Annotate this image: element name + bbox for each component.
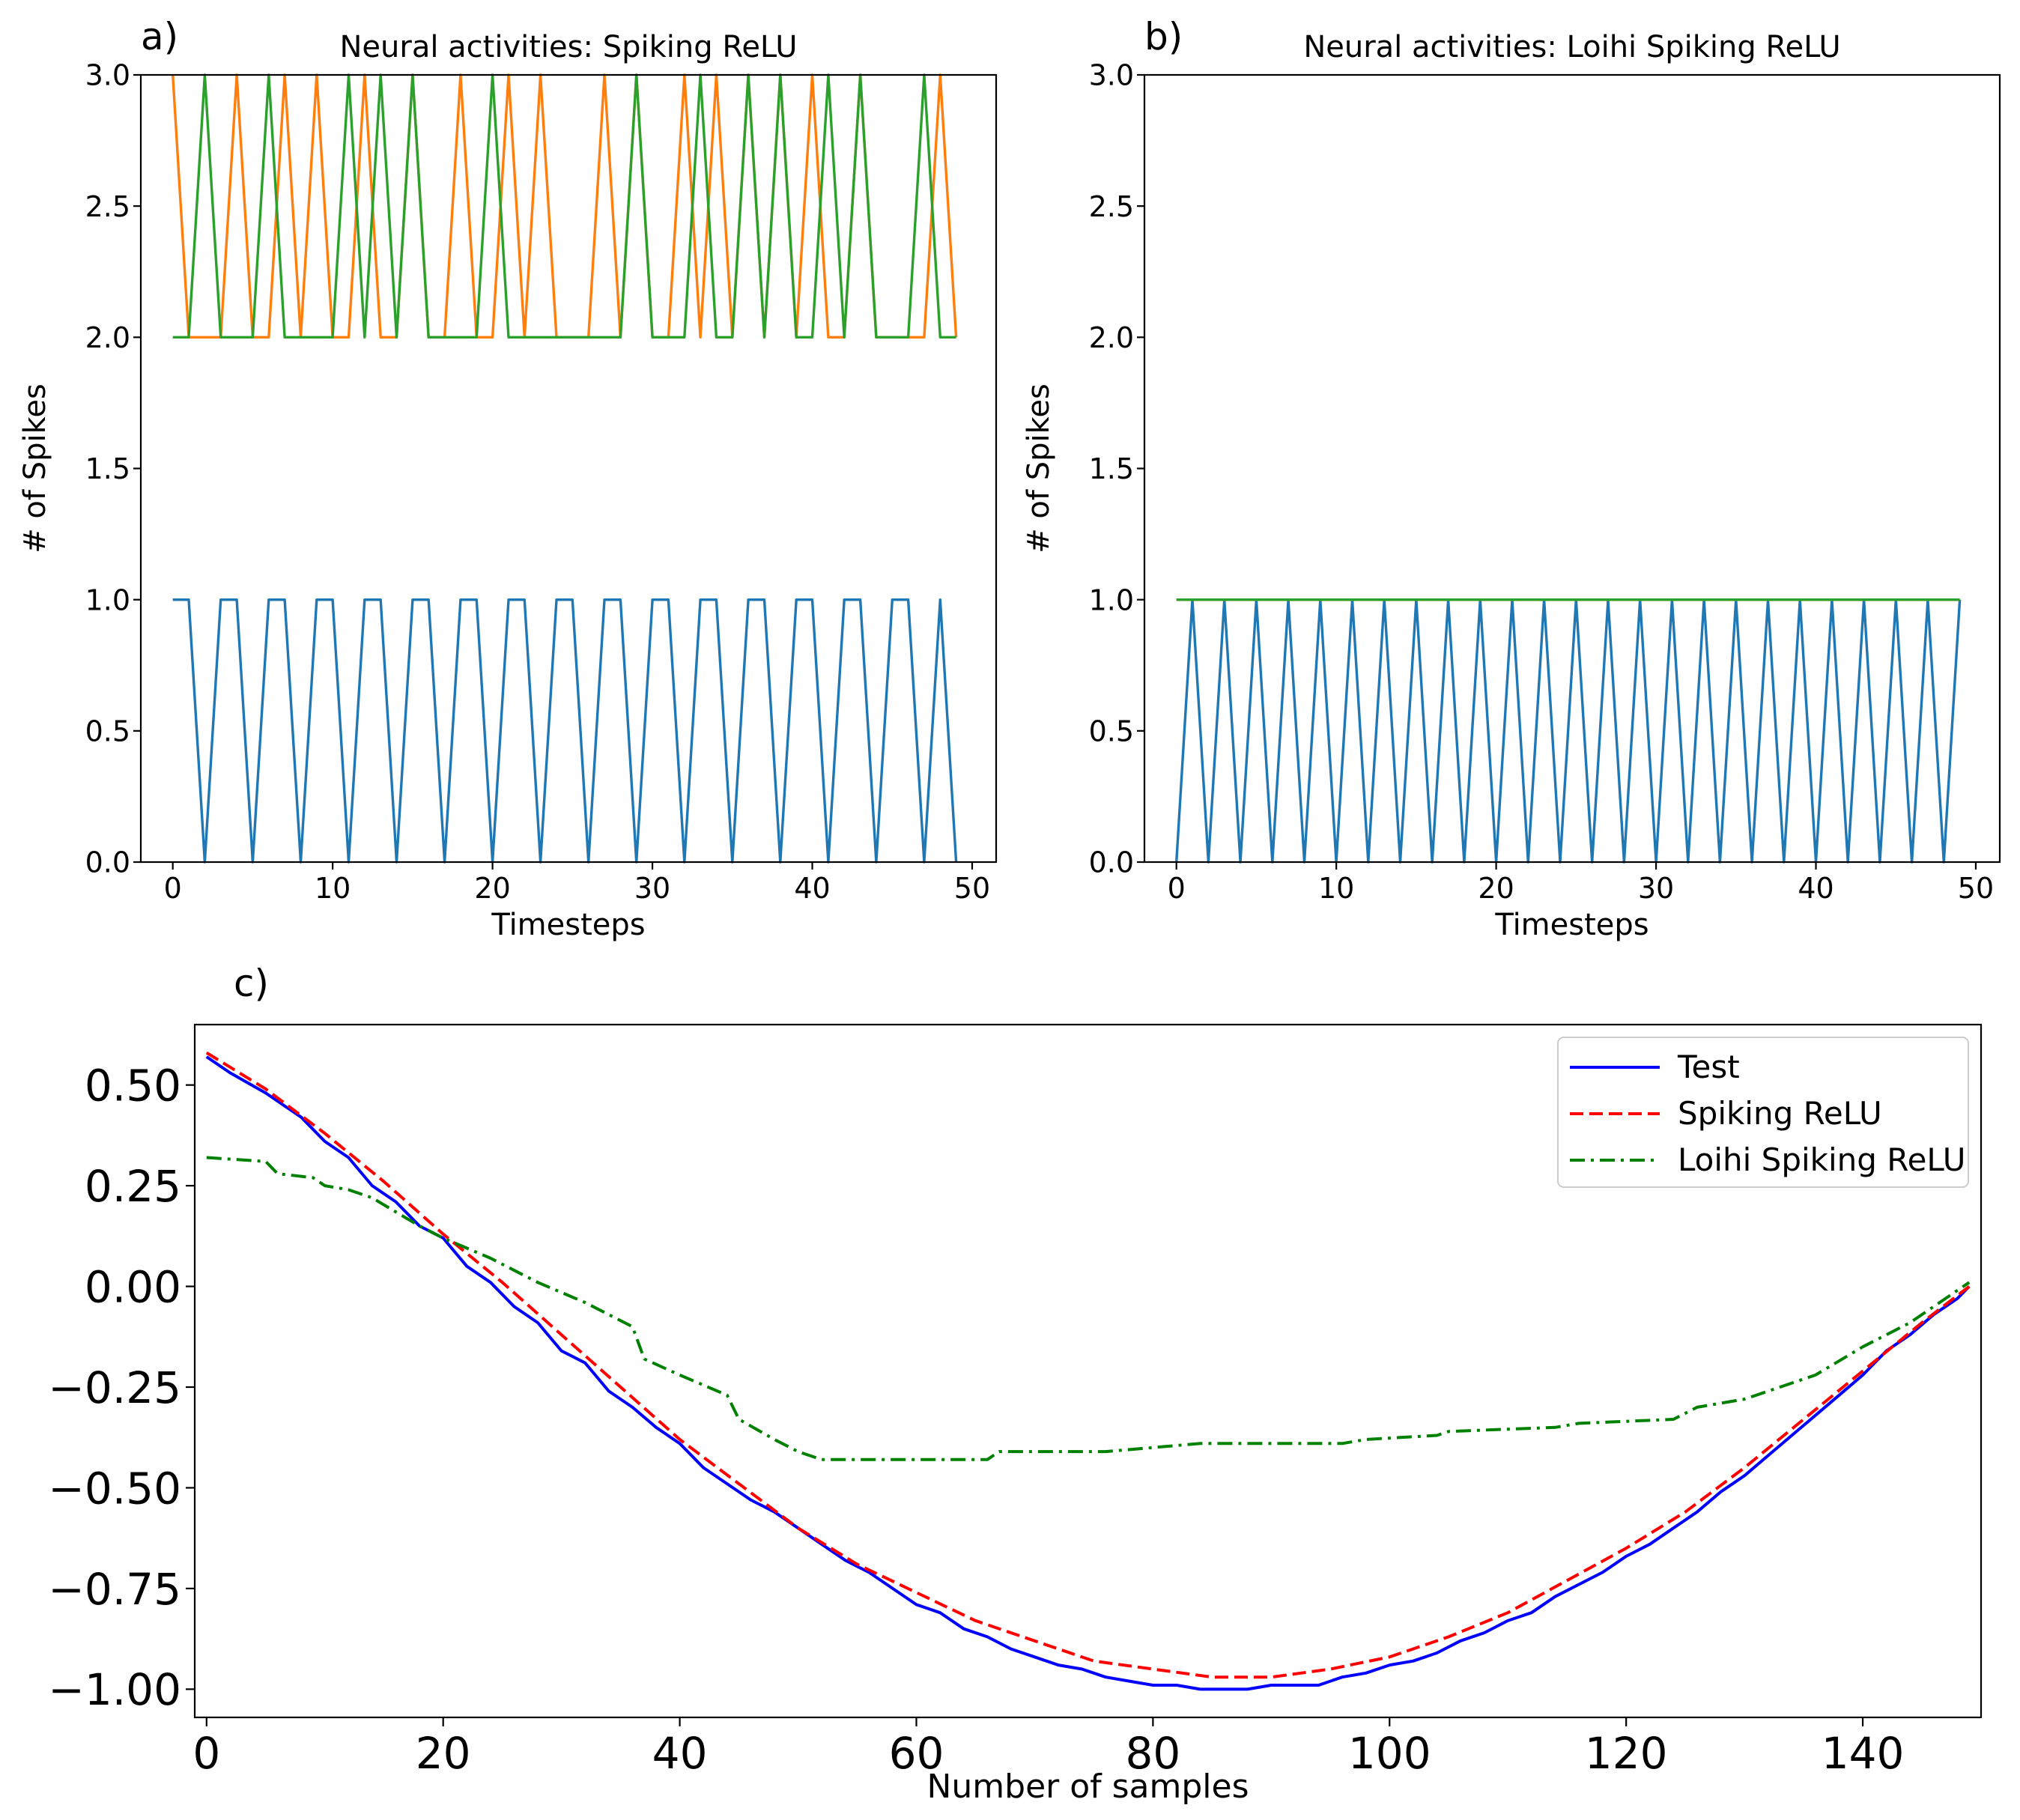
y-tick-label: 1.0: [1089, 583, 1134, 616]
series-line-neuron-0: [1175, 598, 1962, 864]
legend-label: Spiking ReLU: [1678, 1095, 1882, 1132]
series-line-loihi-spiking-relu: [206, 1156, 1971, 1461]
y-tick-label: 3.0: [85, 59, 130, 92]
legend-label: Loihi Spiking ReLU: [1678, 1141, 1965, 1178]
x-tick-label: 0: [1168, 872, 1186, 905]
x-tick-label: 20: [1478, 872, 1514, 905]
x-tick-label: 0: [164, 872, 182, 905]
y-tick-label: 2.0: [85, 321, 130, 354]
y-axis-label: # of Spikes: [1022, 383, 1056, 553]
x-tick-label: 50: [1958, 872, 1994, 905]
axes-frame: [193, 1023, 1983, 1719]
x-tick-label: 10: [1318, 872, 1354, 905]
x-tick-label: 50: [954, 872, 990, 905]
x-tick-label: 40: [652, 1728, 708, 1779]
plot-area: [172, 73, 958, 864]
x-tick-label: 40: [794, 872, 830, 905]
x-tick-label: 100: [1348, 1728, 1431, 1779]
y-axis-label: # of Spikes: [18, 383, 52, 553]
y-tick-label: 3.0: [1089, 59, 1134, 92]
x-tick-label: 140: [1822, 1728, 1905, 1779]
panel-a: 0 10 20 30 40 50 0.0 0.5 1.0 1.5 2.0 2.5 3.0 Neural a…: [18, 15, 998, 942]
y-tick-label: 2.5: [85, 190, 130, 223]
y-tick-label: 0.25: [85, 1161, 181, 1212]
panel-label: a): [141, 15, 178, 58]
series-line-neuron-2: [172, 73, 956, 339]
x-tick-label: 0: [192, 1728, 220, 1779]
y-tick-label: 0.00: [85, 1261, 181, 1312]
x-tick-label: 10: [315, 872, 351, 905]
series-line-spiking-relu: [205, 1051, 1971, 1679]
series-line-test: [205, 1055, 1971, 1691]
y-tick-label: 0.5: [85, 715, 130, 748]
x-tick-label: 60: [889, 1728, 944, 1779]
x-axis-label: Timesteps: [1494, 908, 1649, 942]
y-tick-label: 0.0: [1089, 846, 1134, 879]
y-tick-label: 0.0: [85, 846, 130, 879]
x-axis-label: Timesteps: [491, 908, 645, 942]
x-tick-label: 20: [474, 872, 510, 905]
panel-label: b): [1144, 15, 1183, 58]
x-tick-label: 30: [634, 872, 670, 905]
y-tick-label: 1.5: [1089, 452, 1134, 485]
y-tick-label: −0.50: [48, 1463, 181, 1514]
y-tick-label: 2.5: [1089, 190, 1134, 223]
y-tick-label: −0.75: [48, 1564, 181, 1615]
y-tick-label: 2.0: [1089, 321, 1134, 354]
x-tick-label: 30: [1638, 872, 1674, 905]
y-tick-label: 1.5: [85, 452, 130, 485]
series-line-neuron-0: [172, 598, 958, 864]
y-tick-label: 1.0: [85, 583, 130, 616]
y-tick-label: −1.00: [48, 1664, 181, 1715]
legend-box: [1557, 1037, 1969, 1188]
chart-title: Neural activities: Loihi Spiking ReLU: [1303, 30, 1840, 64]
panel-label: c): [234, 962, 269, 1005]
x-tick-label: 80: [1125, 1728, 1180, 1779]
plot-area: [1175, 598, 1962, 864]
y-tick-label: 0.5: [1089, 715, 1134, 748]
x-tick-label: 120: [1585, 1728, 1668, 1779]
x-tick-label: 20: [416, 1728, 471, 1779]
x-axis-label: Number of samples: [926, 1768, 1249, 1806]
x-tick-label: 40: [1798, 872, 1834, 905]
panel-c: 0 20 40 60 80 100 120 140 −1.00 −0.75 −0.50 −0.25 0.…: [48, 962, 1983, 1806]
panel-b: 0 10 20 30 40 50 0.0 0.5 1.0 1.5 2.0 2.5 3.0 Neural a…: [1022, 15, 2001, 942]
chart-title: Neural activities: Spiking ReLU: [340, 30, 798, 64]
y-tick-label: −0.25: [48, 1362, 181, 1413]
y-tick-label: 0.50: [85, 1061, 181, 1111]
legend-label: Test: [1677, 1049, 1740, 1085]
plot-area: [205, 1051, 1971, 1691]
